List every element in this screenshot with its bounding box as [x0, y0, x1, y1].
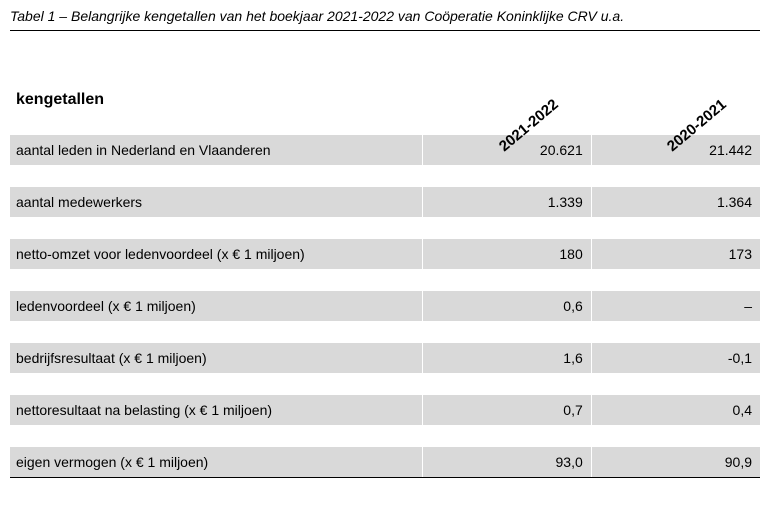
row-value: 1.364	[591, 187, 760, 217]
row-value: 173	[591, 239, 760, 269]
row-value: 1,6	[423, 343, 592, 373]
row-value: 180	[423, 239, 592, 269]
row-label: aantal leden in Nederland en Vlaanderen	[10, 135, 423, 165]
spacer	[10, 113, 760, 135]
row-value: -0,1	[591, 343, 760, 373]
row-label: nettoresultaat na belasting (x € 1 miljo…	[10, 395, 423, 425]
spacer	[10, 165, 760, 187]
spacer	[10, 373, 760, 395]
table-caption: Tabel 1 – Belangrijke kengetallen van he…	[10, 8, 760, 24]
row-label: bedrijfsresultaat (x € 1 miljoen)	[10, 343, 423, 373]
table-header-row: kengetallen 2021-2022 2020-2021	[10, 31, 760, 113]
table-row: nettoresultaat na belasting (x € 1 miljo…	[10, 395, 760, 425]
row-value: 1.339	[423, 187, 592, 217]
header-col-2: 2020-2021	[591, 31, 760, 113]
table-row: aantal medewerkers 1.339 1.364	[10, 187, 760, 217]
header-col-1: 2021-2022	[423, 31, 592, 113]
row-value: 90,9	[591, 447, 760, 477]
table-row: eigen vermogen (x € 1 miljoen) 93,0 90,9	[10, 447, 760, 477]
row-value: –	[591, 291, 760, 321]
table-row: aantal leden in Nederland en Vlaanderen …	[10, 135, 760, 165]
row-label: eigen vermogen (x € 1 miljoen)	[10, 447, 423, 477]
row-value: 0,7	[423, 395, 592, 425]
spacer	[10, 425, 760, 447]
row-label: netto-omzet voor ledenvoordeel (x € 1 mi…	[10, 239, 423, 269]
spacer	[10, 321, 760, 343]
spacer	[10, 269, 760, 291]
table-row: netto-omzet voor ledenvoordeel (x € 1 mi…	[10, 239, 760, 269]
spacer	[10, 217, 760, 239]
row-value: 93,0	[423, 447, 592, 477]
row-value: 0,6	[423, 291, 592, 321]
table-row: bedrijfsresultaat (x € 1 miljoen) 1,6 -0…	[10, 343, 760, 373]
row-label: aantal medewerkers	[10, 187, 423, 217]
header-label: kengetallen	[10, 31, 423, 113]
row-value: 0,4	[591, 395, 760, 425]
table-row: ledenvoordeel (x € 1 miljoen) 0,6 –	[10, 291, 760, 321]
kengetallen-table: kengetallen 2021-2022 2020-2021 aantal l…	[10, 30, 760, 478]
row-label: ledenvoordeel (x € 1 miljoen)	[10, 291, 423, 321]
